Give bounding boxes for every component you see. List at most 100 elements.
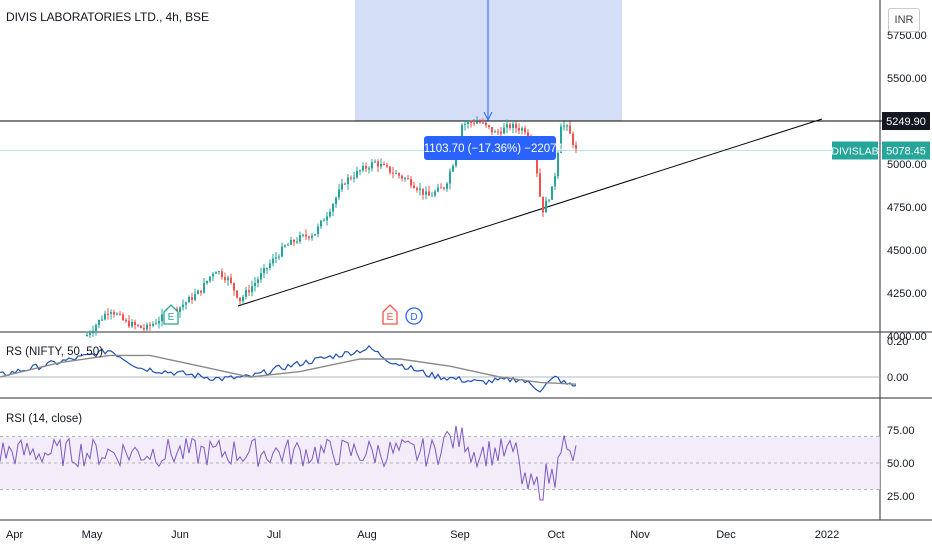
candle-body xyxy=(368,168,370,170)
candle-body xyxy=(140,325,142,329)
candle-body xyxy=(389,166,391,173)
candle-body xyxy=(482,122,484,124)
measure-label-bg xyxy=(424,136,556,160)
candle-body xyxy=(551,186,553,200)
candle-body xyxy=(179,307,181,312)
candle-body xyxy=(563,125,565,127)
time-tick-label: Aug xyxy=(357,529,377,541)
candle-body xyxy=(494,131,496,133)
event-marker-label: E xyxy=(168,312,175,323)
time-tick-label: 2022 xyxy=(815,529,839,541)
rsi-tick-label: 50.00 xyxy=(887,458,915,470)
candle-body xyxy=(566,125,568,127)
candle-body xyxy=(398,173,400,176)
candle-body xyxy=(158,321,160,324)
event-marker-label: D xyxy=(410,312,417,323)
candle-body xyxy=(431,195,433,197)
candle-body xyxy=(254,282,256,287)
candle-body xyxy=(149,324,151,326)
candle-body xyxy=(356,170,358,178)
candle-body xyxy=(119,313,121,315)
candle-body xyxy=(338,189,340,198)
candle-body xyxy=(314,233,316,236)
candle-body xyxy=(485,122,487,126)
candle-body xyxy=(116,313,118,315)
candle-body xyxy=(281,246,283,257)
candle-body xyxy=(263,267,265,274)
rs-moving-average xyxy=(0,354,577,385)
candle-body xyxy=(488,125,490,128)
candle-body xyxy=(416,188,418,191)
candle-body xyxy=(230,277,232,283)
price-tick-label: 5500.00 xyxy=(887,73,927,85)
event-marker-label: E xyxy=(387,312,394,323)
candle-body xyxy=(437,187,439,192)
time-tick-label: Dec xyxy=(716,529,736,541)
candle-body xyxy=(371,162,373,169)
candle-body xyxy=(152,323,154,326)
candle-body xyxy=(203,283,205,293)
time-tick-label: Nov xyxy=(630,529,650,541)
candle-body xyxy=(185,302,187,305)
candle-body xyxy=(449,171,451,184)
candle-body xyxy=(284,245,286,247)
candle-body xyxy=(350,177,352,179)
price-tick-label: 4250.00 xyxy=(887,288,927,300)
candle-body xyxy=(212,273,214,277)
candle-body xyxy=(104,313,106,320)
candle-body xyxy=(128,320,130,327)
candle-body xyxy=(299,235,301,242)
dividend-marker xyxy=(405,307,423,325)
rsi-indicator-title: RSI (14, close) xyxy=(6,413,83,425)
candle-body xyxy=(275,257,277,259)
candle-body xyxy=(86,334,88,336)
candle-body xyxy=(347,177,349,185)
candle-body xyxy=(224,277,226,281)
candle-body xyxy=(131,322,133,327)
last-price-label: 5078.45 xyxy=(886,146,926,158)
candle-body xyxy=(215,272,217,274)
candle-body xyxy=(497,131,499,133)
candle-body xyxy=(302,234,304,236)
rs-indicator-title: RS (NIFTY, 50, 50) xyxy=(6,346,103,358)
candle-body xyxy=(428,191,430,196)
candle-body xyxy=(155,323,157,325)
currency-badge[interactable]: INR xyxy=(888,8,920,32)
candle-body xyxy=(161,314,163,322)
candle-body xyxy=(200,290,202,293)
candle-body xyxy=(452,165,454,172)
rsi-tick-label: 75.00 xyxy=(887,425,915,437)
candle-body xyxy=(98,320,100,326)
time-tick-label: Sep xyxy=(450,529,470,541)
candle-body xyxy=(521,128,523,131)
time-tick-label: Jul xyxy=(267,529,281,541)
candle-body xyxy=(473,122,475,124)
earnings-marker xyxy=(382,304,398,325)
candle-body xyxy=(539,173,541,197)
candle-body xyxy=(476,121,478,124)
candle-body xyxy=(500,131,502,134)
candle-body xyxy=(491,127,493,133)
candle-body xyxy=(434,191,436,196)
candle-body xyxy=(341,183,343,190)
candle-body xyxy=(218,271,220,273)
time-tick-label: Oct xyxy=(547,529,564,541)
candle-body xyxy=(317,226,319,234)
candle-body xyxy=(206,280,208,284)
candle-body xyxy=(575,145,577,149)
last-price-tag xyxy=(882,141,930,160)
candle-body xyxy=(326,216,328,221)
time-tick-label: Jun xyxy=(171,529,189,541)
price-tick-label: 4500.00 xyxy=(887,245,927,257)
price-tick-label: 5750.00 xyxy=(887,30,927,42)
candle-body xyxy=(251,286,253,293)
candle-body xyxy=(557,152,559,177)
candle-body xyxy=(413,185,415,189)
candle-body xyxy=(479,121,481,123)
candle-body xyxy=(89,333,91,335)
candle-body xyxy=(242,296,244,302)
candle-body xyxy=(509,124,511,129)
candle-body xyxy=(278,256,280,258)
candle-body xyxy=(311,235,313,238)
time-tick-label: Apr xyxy=(6,529,23,541)
